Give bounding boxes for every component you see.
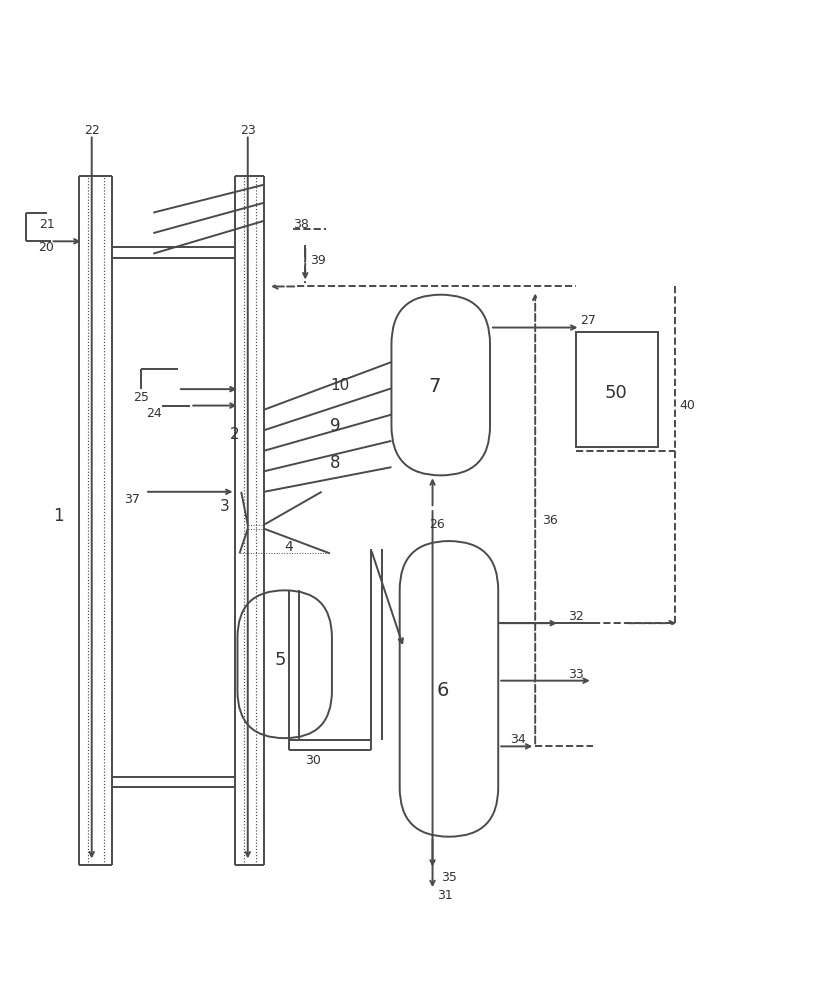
Text: 7: 7 [428, 377, 440, 396]
Text: 27: 27 [580, 314, 597, 327]
Bar [576, 332, 658, 447]
Text: 21: 21 [40, 218, 55, 231]
Text: 37: 37 [124, 493, 140, 506]
Text: 20: 20 [39, 241, 54, 254]
Text: 2: 2 [230, 427, 240, 442]
Text: 33: 33 [568, 668, 583, 681]
Text: 35: 35 [441, 871, 456, 884]
Text: 31: 31 [437, 889, 452, 902]
Text: 3: 3 [220, 499, 230, 514]
Text: 32: 32 [568, 610, 583, 623]
Text: 26: 26 [428, 518, 444, 531]
Text: 4: 4 [284, 540, 293, 554]
Text: 39: 39 [310, 254, 326, 267]
Text: 50: 50 [604, 384, 627, 402]
Text: 1: 1 [54, 507, 64, 525]
Text: 24: 24 [146, 407, 162, 420]
Text: 30: 30 [305, 754, 321, 767]
Text: 25: 25 [133, 391, 149, 404]
Text: 23: 23 [240, 124, 255, 137]
Text: 38: 38 [293, 218, 309, 231]
Text: 10: 10 [330, 378, 349, 393]
FancyBboxPatch shape [400, 541, 499, 837]
FancyBboxPatch shape [237, 590, 332, 738]
Text: 6: 6 [436, 681, 448, 700]
Text: 36: 36 [541, 514, 558, 527]
Text: 8: 8 [330, 454, 340, 472]
Text: 5: 5 [275, 651, 287, 669]
Text: 22: 22 [84, 124, 100, 137]
Text: 34: 34 [511, 733, 527, 746]
FancyBboxPatch shape [391, 295, 490, 475]
Text: 40: 40 [679, 399, 695, 412]
Text: 9: 9 [330, 417, 340, 435]
